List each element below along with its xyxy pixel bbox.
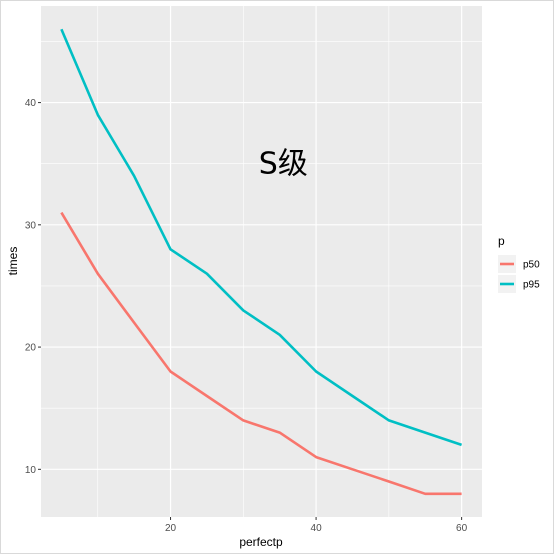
x-tick-label: 20 [165,523,177,534]
minor-gridlines [41,6,482,517]
y-tick-label: 10 [25,465,37,476]
legend-label-p50: p50 [523,260,540,271]
x-axis: 20 40 60 [165,517,468,534]
legend-title: p [498,234,505,248]
y-tick-label: 30 [25,220,37,231]
x-tick-label: 60 [456,523,468,534]
series-lines [60,28,463,496]
x-axis-title: perfectp [239,535,283,549]
legend: p p50 p95 [498,234,540,293]
y-tick-label: 40 [25,98,37,109]
x-tick-label: 40 [311,523,323,534]
y-tick-label: 20 [25,343,37,354]
legend-label-p95: p95 [523,280,540,291]
plot-panel [41,6,482,517]
chart-annotation: S级 [259,147,308,182]
y-axis-title: times [6,247,20,276]
y-axis: 10 20 30 40 [25,98,41,476]
major-gridlines [41,6,482,517]
series-line-p95 [60,28,463,447]
series-line-p50 [60,211,462,496]
